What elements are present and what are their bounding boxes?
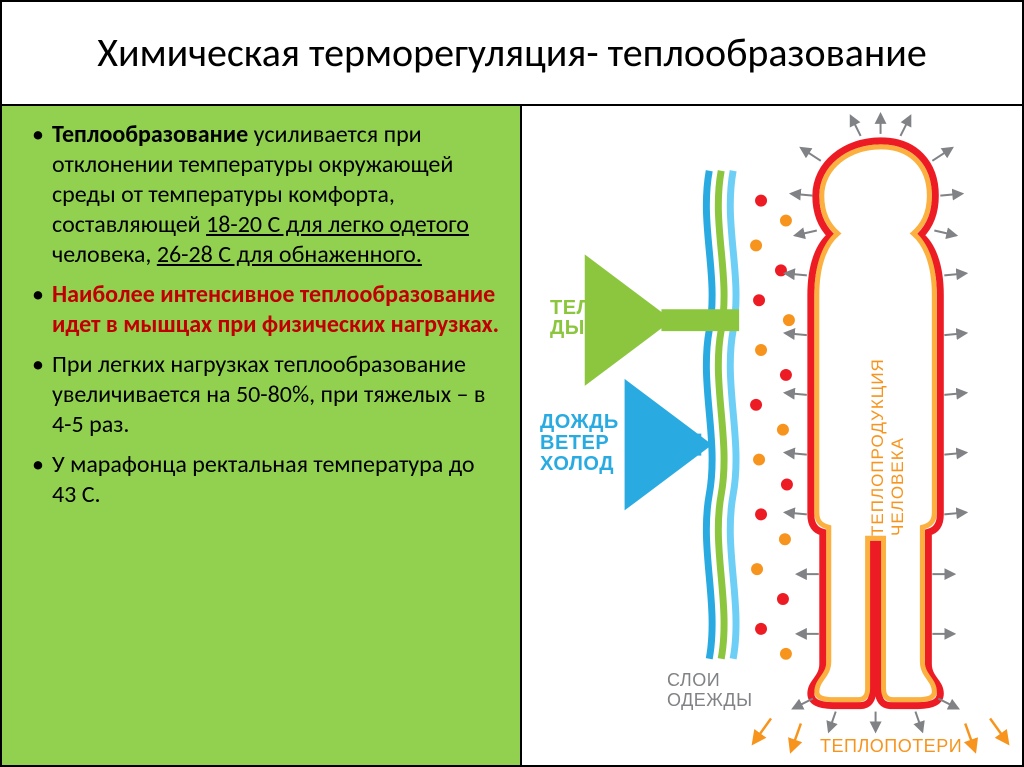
clothing-layers [706, 171, 736, 659]
bullet-1-lead: Теплообразование [52, 120, 248, 149]
diagram-panel: ТЕЛО ДЫШИТ ДОЖДЬ ВЕТЕР ХОЛОД СЛОИ ОДЕЖДЫ… [521, 105, 1023, 766]
bullet-4: У марафонца ректальная температура до 43… [32, 450, 502, 510]
slide-title: Химическая терморегуляция- теплообразова… [97, 31, 927, 75]
label-body-breathes: ТЕЛО ДЫШИТ [550, 298, 633, 338]
bullet-3: При легких нагрузках теплообразование ув… [32, 350, 502, 440]
title-bar: Химическая терморегуляция- теплообразова… [1, 1, 1023, 105]
bullet-2-text: Наиболее интенсивное теплообразование ид… [52, 280, 499, 339]
bullet-4-text: У марафонца ректальная температура до 43… [52, 450, 475, 509]
slide: Химическая терморегуляция- теплообразова… [0, 0, 1024, 767]
bullet-1: Теплообразование усиливается при отклоне… [32, 120, 502, 270]
bullet-3-text: При легких нагрузках теплообразование ув… [52, 350, 485, 439]
bullet-1-mid2: человека, [52, 240, 157, 269]
bullet-list: Теплообразование усиливается при отклоне… [32, 120, 502, 510]
bullet-1-u1: 18-20 С для легко одетого [206, 210, 469, 239]
label-layers: СЛОИ ОДЕЖДЫ [667, 671, 753, 711]
bullet-2: Наиболее интенсивное теплообразование ид… [32, 280, 502, 340]
text-panel: Теплообразование усиливается при отклоне… [1, 105, 521, 766]
bullet-1-u2: 26-28 С для обнаженного. [157, 240, 422, 269]
label-weather: ДОЖДЬ ВЕТЕР ХОЛОД [540, 412, 619, 475]
label-heatprod: ТЕПЛОПРОДУКЦИЯ ЧЕЛОВЕКА [868, 256, 908, 536]
label-heatloss: ТЕПЛОПОТЕРИ [820, 736, 962, 757]
heat-dots [750, 195, 795, 660]
content-row: Теплообразование усиливается при отклоне… [1, 105, 1023, 766]
